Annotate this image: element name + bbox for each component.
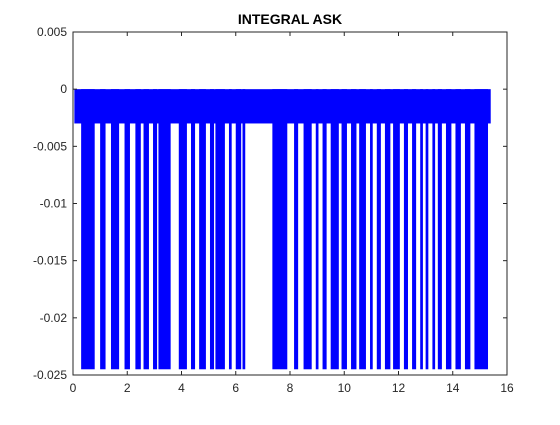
y-ticks: 0.005 0 -0.005 -0.01 -0.015 -0.02 -0.025 <box>33 25 507 382</box>
signal-burst <box>158 89 171 370</box>
x-tick-label: 14 <box>446 381 460 395</box>
signal-burst <box>153 89 158 370</box>
y-tick-label: -0.025 <box>33 368 67 382</box>
y-tick-label: -0.01 <box>40 197 68 211</box>
x-tick-label: 8 <box>287 381 294 395</box>
signal-burst <box>235 89 242 370</box>
signal-burst <box>124 89 130 370</box>
signal-burst <box>242 89 246 370</box>
y-tick-label: 0.005 <box>37 25 67 39</box>
signal-burst <box>432 89 436 370</box>
signal-burst <box>315 89 319 370</box>
signal-burst <box>351 89 357 370</box>
signal-burst <box>393 89 400 370</box>
signal-burst <box>425 89 429 370</box>
signal-burst <box>370 89 373 370</box>
x-tick-label: 10 <box>338 381 352 395</box>
signal-burst <box>474 89 489 370</box>
signal-burst <box>190 89 196 370</box>
signal-burst <box>359 89 366 370</box>
signal-burst <box>135 89 141 370</box>
x-ticks: 0 2 4 6 8 10 12 14 16 <box>70 32 514 395</box>
signal-burst <box>330 89 339 370</box>
y-tick-label: -0.005 <box>33 139 67 153</box>
signal-burst <box>228 89 232 370</box>
chart-title: INTEGRAL ASK <box>238 11 342 27</box>
y-tick-label: 0 <box>60 82 67 96</box>
signal-burst <box>412 89 417 370</box>
x-tick-label: 16 <box>500 381 514 395</box>
signal-burst <box>215 89 225 370</box>
signal-burst <box>178 89 187 370</box>
signal-burst <box>272 89 288 370</box>
x-tick-label: 0 <box>70 381 77 395</box>
signal-burst <box>143 89 149 370</box>
signal-burst <box>437 89 442 370</box>
signal-burst <box>455 89 461 370</box>
signal-burst <box>100 89 106 370</box>
signal-burst <box>403 89 408 370</box>
signal-burst <box>303 89 312 370</box>
signal-burst <box>209 89 215 370</box>
x-tick-label: 4 <box>178 381 185 395</box>
signal-burst <box>341 89 347 370</box>
x-tick-label: 6 <box>232 381 239 395</box>
signal-burst <box>384 89 391 370</box>
signal-burst <box>199 89 206 370</box>
signal-burst <box>322 89 327 370</box>
signal-burst <box>464 89 471 370</box>
series-layer <box>74 89 491 370</box>
y-tick-label: -0.015 <box>33 254 67 268</box>
signal-burst <box>110 89 120 370</box>
plot-area <box>72 31 508 376</box>
y-tick-label: -0.02 <box>40 311 68 325</box>
signal-burst <box>294 89 299 370</box>
x-tick-label: 2 <box>124 381 131 395</box>
signal-burst <box>81 89 95 370</box>
signal-burst <box>376 89 381 370</box>
signal-burst <box>420 89 423 370</box>
signal-burst <box>445 89 452 370</box>
x-tick-label: 12 <box>392 381 406 395</box>
